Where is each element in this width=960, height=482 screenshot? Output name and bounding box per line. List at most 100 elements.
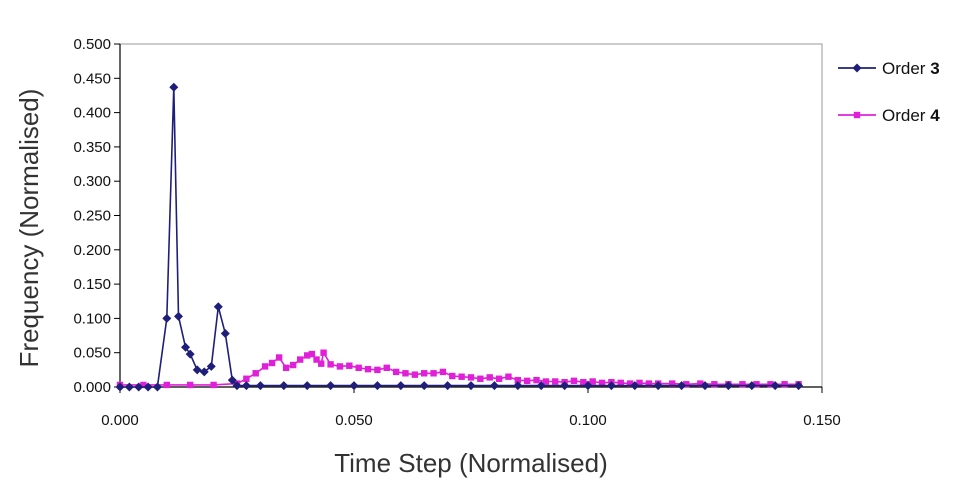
data-point <box>589 378 596 385</box>
data-point <box>739 381 746 388</box>
data-point <box>458 373 465 380</box>
data-point <box>723 381 733 391</box>
data-point <box>326 381 336 391</box>
data-point <box>181 342 191 352</box>
x-tick-label: 0.100 <box>569 412 607 429</box>
x-axis-title: Time Step (Normalised) <box>334 448 608 478</box>
y-tick-label: 0.000 <box>73 379 111 396</box>
data-point <box>580 378 587 386</box>
y-tick-label: 0.150 <box>73 276 111 293</box>
data-point <box>289 361 297 369</box>
x-tick-label: 0.000 <box>101 412 139 429</box>
data-point <box>770 381 780 391</box>
data-point <box>336 363 344 370</box>
data-point <box>115 382 125 392</box>
data-point <box>419 381 429 391</box>
data-point <box>645 380 653 387</box>
data-point <box>489 381 499 391</box>
data-point <box>430 370 437 377</box>
data-point <box>140 381 147 389</box>
y-tick-label: 0.100 <box>73 310 111 327</box>
data-point <box>192 365 202 375</box>
data-point <box>533 376 540 384</box>
data-point <box>402 370 409 377</box>
data-point <box>677 381 687 391</box>
y-tick-label: 0.200 <box>73 242 111 259</box>
data-point <box>124 382 134 392</box>
data-point <box>767 381 774 388</box>
legend-item: Order 4 <box>838 106 940 125</box>
data-point <box>243 375 250 382</box>
data-point <box>697 380 704 387</box>
legend-label: Order 4 <box>882 106 940 125</box>
legend-marker <box>853 111 861 119</box>
data-point <box>439 368 447 376</box>
data-point <box>467 374 475 381</box>
data-point <box>210 381 217 389</box>
x-tick-label: 0.150 <box>803 412 841 429</box>
data-point <box>781 381 788 388</box>
legend-label-number: 4 <box>930 106 940 125</box>
legend-item: Order 3 <box>838 59 940 78</box>
data-point <box>143 382 153 392</box>
legend-label-word: Order <box>882 59 930 78</box>
data-point <box>241 381 251 391</box>
data-point <box>268 359 276 367</box>
data-point <box>495 375 503 382</box>
y-tick-label: 0.250 <box>73 208 111 225</box>
data-point <box>206 361 216 371</box>
series-layer <box>115 82 804 392</box>
data-point <box>411 371 419 378</box>
data-point <box>630 381 640 391</box>
data-point <box>598 379 606 387</box>
data-point <box>174 311 183 321</box>
data-point <box>213 302 223 312</box>
data-point <box>199 367 209 377</box>
data-point <box>313 356 320 363</box>
data-point <box>163 381 170 389</box>
data-point <box>302 381 312 391</box>
x-axis: 0.000 0.050 0.100 0.150 <box>101 386 841 429</box>
data-point <box>374 366 381 374</box>
data-point <box>617 379 624 387</box>
y-axis-title: Frequency (Normalised) <box>14 89 44 368</box>
data-point <box>653 381 663 391</box>
data-point <box>626 380 634 387</box>
y-tick-label: 0.450 <box>73 70 111 87</box>
data-point <box>392 368 400 376</box>
data-point <box>536 381 546 391</box>
data-point <box>187 381 194 389</box>
data-point <box>279 381 289 391</box>
data-point <box>523 377 531 385</box>
data-point <box>570 377 578 385</box>
y-tick-label: 0.050 <box>73 345 111 362</box>
data-point <box>477 375 484 382</box>
data-point <box>355 364 362 371</box>
x-tick-label: 0.050 <box>335 412 373 429</box>
data-point <box>134 382 144 392</box>
data-point <box>255 381 265 391</box>
data-point <box>466 381 476 391</box>
data-point <box>794 381 804 391</box>
series-0 <box>115 82 804 392</box>
data-point <box>747 381 757 391</box>
legend-label-number: 3 <box>930 59 939 78</box>
legend-marker <box>852 63 862 73</box>
y-tick-label: 0.350 <box>73 139 111 156</box>
data-point <box>383 364 390 371</box>
data-point <box>227 375 237 385</box>
data-point <box>169 82 179 92</box>
data-point <box>542 378 550 385</box>
data-point <box>711 381 718 388</box>
data-point <box>304 352 311 359</box>
data-point <box>308 350 316 358</box>
data-point <box>318 360 325 367</box>
data-point <box>505 373 512 380</box>
data-point <box>514 376 521 384</box>
data-point <box>232 381 242 391</box>
data-point <box>683 381 690 388</box>
data-point <box>346 362 353 369</box>
data-point <box>252 370 259 377</box>
